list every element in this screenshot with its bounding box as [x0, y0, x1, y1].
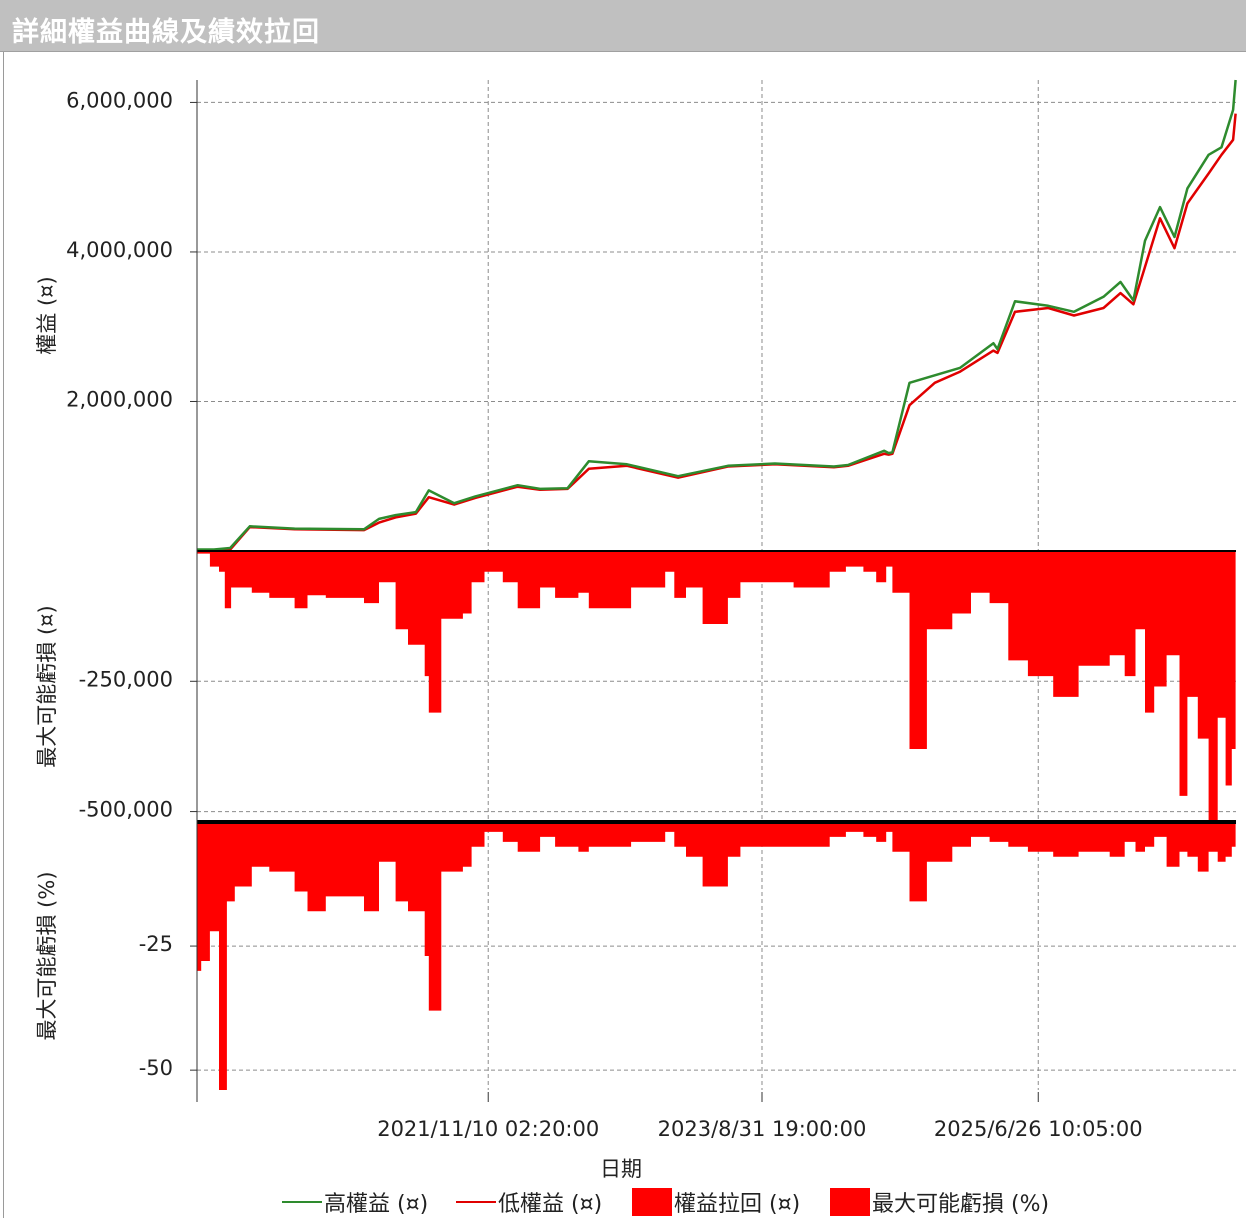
y-axis-label-2: 最大可能虧損 (%): [35, 871, 59, 1040]
series-line-high-equity: [197, 79, 1237, 551]
legend-label-equity-drawdown: 權益拉回 (¤): [674, 1192, 801, 1217]
y-axis-label-0: 權益 (¤): [35, 276, 59, 354]
y-tick-label-0-1: 4,000,000: [66, 238, 173, 262]
legend-item-equity-drawdown[interactable]: 權益拉回 (¤): [632, 1186, 800, 1218]
legend-label-high-equity: 高權益 (¤): [324, 1192, 429, 1217]
y-tick-label-1-0: -250,000: [79, 667, 173, 691]
legend-item-max-loss-percent[interactable]: 最大可能虧損 (%): [830, 1186, 1049, 1218]
legend-item-low-equity[interactable]: 低權益 (¤): [456, 1186, 602, 1218]
legend-swatch-equity-drawdown: [632, 1188, 672, 1216]
drawdown-percent-area: [197, 822, 1236, 1090]
title-bar: 詳細權益曲線及績效拉回: [0, 0, 1246, 52]
legend: 高權益 (¤) 低權益 (¤) 權益拉回 (¤) 最大可能虧損 (%): [0, 1186, 1246, 1218]
legend-item-high-equity[interactable]: 高權益 (¤): [282, 1186, 428, 1218]
x-tick-label-0: 2021/11/10 02:20:00: [377, 1117, 599, 1141]
legend-swatch-high-equity: [282, 1201, 322, 1203]
y-tick-label-0-2: 6,000,000: [66, 88, 173, 112]
x-tick-label-2: 2025/6/26 10:05:00: [934, 1117, 1143, 1141]
legend-label-low-equity: 低權益 (¤): [498, 1192, 603, 1217]
drawdown-amount-area: [197, 551, 1236, 822]
window-title: 詳細權益曲線及績效拉回: [12, 17, 320, 48]
chart-frame: [3, 52, 1244, 1218]
x-tick-label-1: 2023/8/31 19:00:00: [658, 1117, 867, 1141]
legend-label-max-loss-percent: 最大可能虧損 (%): [872, 1192, 1050, 1217]
y-tick-label-0-0: 2,000,000: [66, 387, 173, 411]
legend-swatch-low-equity: [456, 1201, 496, 1203]
y-tick-label-1-1: -500,000: [79, 798, 173, 822]
y-tick-label-2-1: -50: [139, 1056, 173, 1080]
x-axis-label: 日期: [600, 1157, 642, 1181]
y-tick-label-2-0: -25: [139, 932, 173, 956]
y-axis-label-1: 最大可能虧損 (¤): [35, 605, 59, 767]
series-line-low-equity: [197, 113, 1237, 553]
legend-swatch-max-loss-percent: [830, 1188, 870, 1216]
